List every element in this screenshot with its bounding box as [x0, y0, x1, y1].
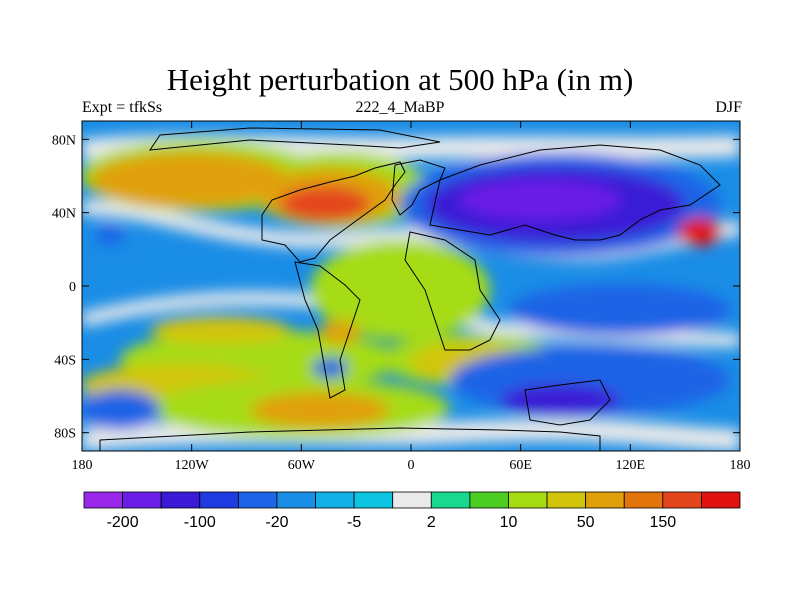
field-blob — [250, 392, 390, 428]
colorbar-label: 2 — [427, 514, 436, 531]
field-blob — [320, 320, 360, 344]
x-tick-label: 60E — [509, 458, 532, 473]
colorbar-swatch — [546, 491, 587, 509]
colorbar-swatch — [430, 491, 471, 509]
x-tick-label: 180 — [72, 458, 93, 473]
subtitle-right: DJF — [715, 99, 742, 116]
colorbar-swatch — [83, 491, 123, 509]
field-blob — [500, 384, 620, 416]
colorbar-swatch — [315, 491, 355, 509]
field-blob — [150, 316, 290, 344]
field-blob — [510, 284, 730, 336]
x-tick-label: 0 — [408, 458, 415, 473]
subtitle-center: 222_4_MaBP — [355, 99, 445, 116]
colorbar-swatch — [199, 491, 239, 509]
field-blob — [96, 225, 124, 245]
chart-title: Height perturbation at 500 hPa (in m) — [166, 62, 634, 97]
colorbar-swatch — [662, 491, 702, 509]
colorbar-swatch — [585, 491, 625, 509]
colorbar-swatch — [508, 491, 548, 509]
y-tick-label: 80S — [54, 427, 76, 442]
field-blob — [280, 186, 370, 222]
colorbar-swatch — [469, 491, 509, 509]
field-layer — [82, 121, 740, 451]
colorbar-label: -200 — [107, 514, 139, 531]
colorbar-label: 150 — [649, 514, 676, 531]
x-tick-label: 120W — [175, 458, 210, 473]
y-tick-label: 40N — [52, 207, 76, 222]
field-blob — [460, 180, 620, 220]
colorbar-swatch — [276, 491, 316, 509]
colorbar-swatch — [237, 491, 278, 509]
colorbar-label: -100 — [184, 514, 216, 531]
colorbar-label: -5 — [347, 514, 361, 531]
subtitle-left: Expt = tfkSs — [82, 99, 163, 116]
colorbar: -200 -100 -20 -5 2 10 50 150 — [83, 491, 741, 531]
land-outline — [99, 127, 721, 451]
field-blob — [678, 218, 722, 246]
y-tick-label: 80N — [52, 133, 76, 148]
y-tick-label: 0 — [69, 280, 76, 295]
field-near-zero-band — [82, 418, 740, 451]
colorbar-swatch — [392, 491, 432, 509]
colorbar-swatch — [701, 491, 741, 509]
x-tick-label: 60W — [288, 458, 316, 473]
axes: 180 120W 60W 0 60E 120E 180 80N 40N 0 40S 80S — [52, 121, 751, 473]
x-tick-label: 180 — [730, 458, 751, 473]
colorbar-swatch — [623, 491, 664, 509]
colorbar-swatch — [353, 491, 394, 509]
colorbar-swatch — [160, 491, 201, 509]
colorbar-label: 50 — [577, 514, 595, 531]
field-blob — [312, 358, 348, 378]
colorbar-label: -20 — [265, 514, 288, 531]
colorbar-swatch — [122, 491, 162, 509]
field-blob — [82, 390, 160, 430]
x-tick-label: 120E — [616, 458, 646, 473]
y-tick-label: 40S — [54, 353, 76, 368]
field-blob — [90, 152, 290, 208]
colorbar-label: 10 — [500, 514, 518, 531]
